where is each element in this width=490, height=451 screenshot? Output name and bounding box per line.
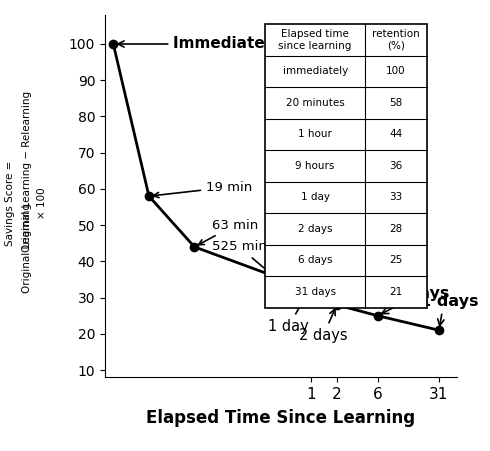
Text: 1 day: 1 day <box>301 193 330 202</box>
Text: 2 days: 2 days <box>299 309 348 343</box>
Text: 31 days: 31 days <box>294 287 336 297</box>
Text: 25: 25 <box>390 255 403 266</box>
Text: 20 minutes: 20 minutes <box>286 98 344 108</box>
Text: Savings Score =: Savings Score = <box>5 160 15 246</box>
Text: 33: 33 <box>390 193 403 202</box>
Text: 6 days: 6 days <box>298 255 332 266</box>
Text: 28: 28 <box>390 224 403 234</box>
Text: 2 days: 2 days <box>298 224 332 234</box>
Text: immediately: immediately <box>283 66 348 76</box>
Text: 100: 100 <box>386 66 406 76</box>
Text: Elapsed time
since learning: Elapsed time since learning <box>278 29 352 51</box>
Text: 44: 44 <box>390 129 403 139</box>
Text: 21: 21 <box>390 287 403 297</box>
Text: 31 days: 31 days <box>409 294 479 326</box>
Text: 1 day: 1 day <box>268 291 309 334</box>
Text: 36: 36 <box>390 161 403 171</box>
Text: × 100: × 100 <box>37 187 47 219</box>
Text: 525 min: 525 min <box>212 240 270 273</box>
X-axis label: Elapsed Time Since Learning: Elapsed Time Since Learning <box>147 409 416 427</box>
Text: 6 days: 6 days <box>382 286 449 313</box>
Bar <box>265 24 427 308</box>
Text: 9 hours: 9 hours <box>295 161 335 171</box>
Text: 19 min: 19 min <box>153 180 252 198</box>
Text: Immediate Recall: Immediate Recall <box>118 37 322 51</box>
Text: Original Learning: Original Learning <box>22 203 32 293</box>
Text: retention
(%): retention (%) <box>372 29 420 51</box>
Text: 1 hour: 1 hour <box>298 129 332 139</box>
Text: 58: 58 <box>390 98 403 108</box>
Text: Original Learning − Relearning: Original Learning − Relearning <box>22 91 32 252</box>
Text: 63 min: 63 min <box>198 219 258 245</box>
